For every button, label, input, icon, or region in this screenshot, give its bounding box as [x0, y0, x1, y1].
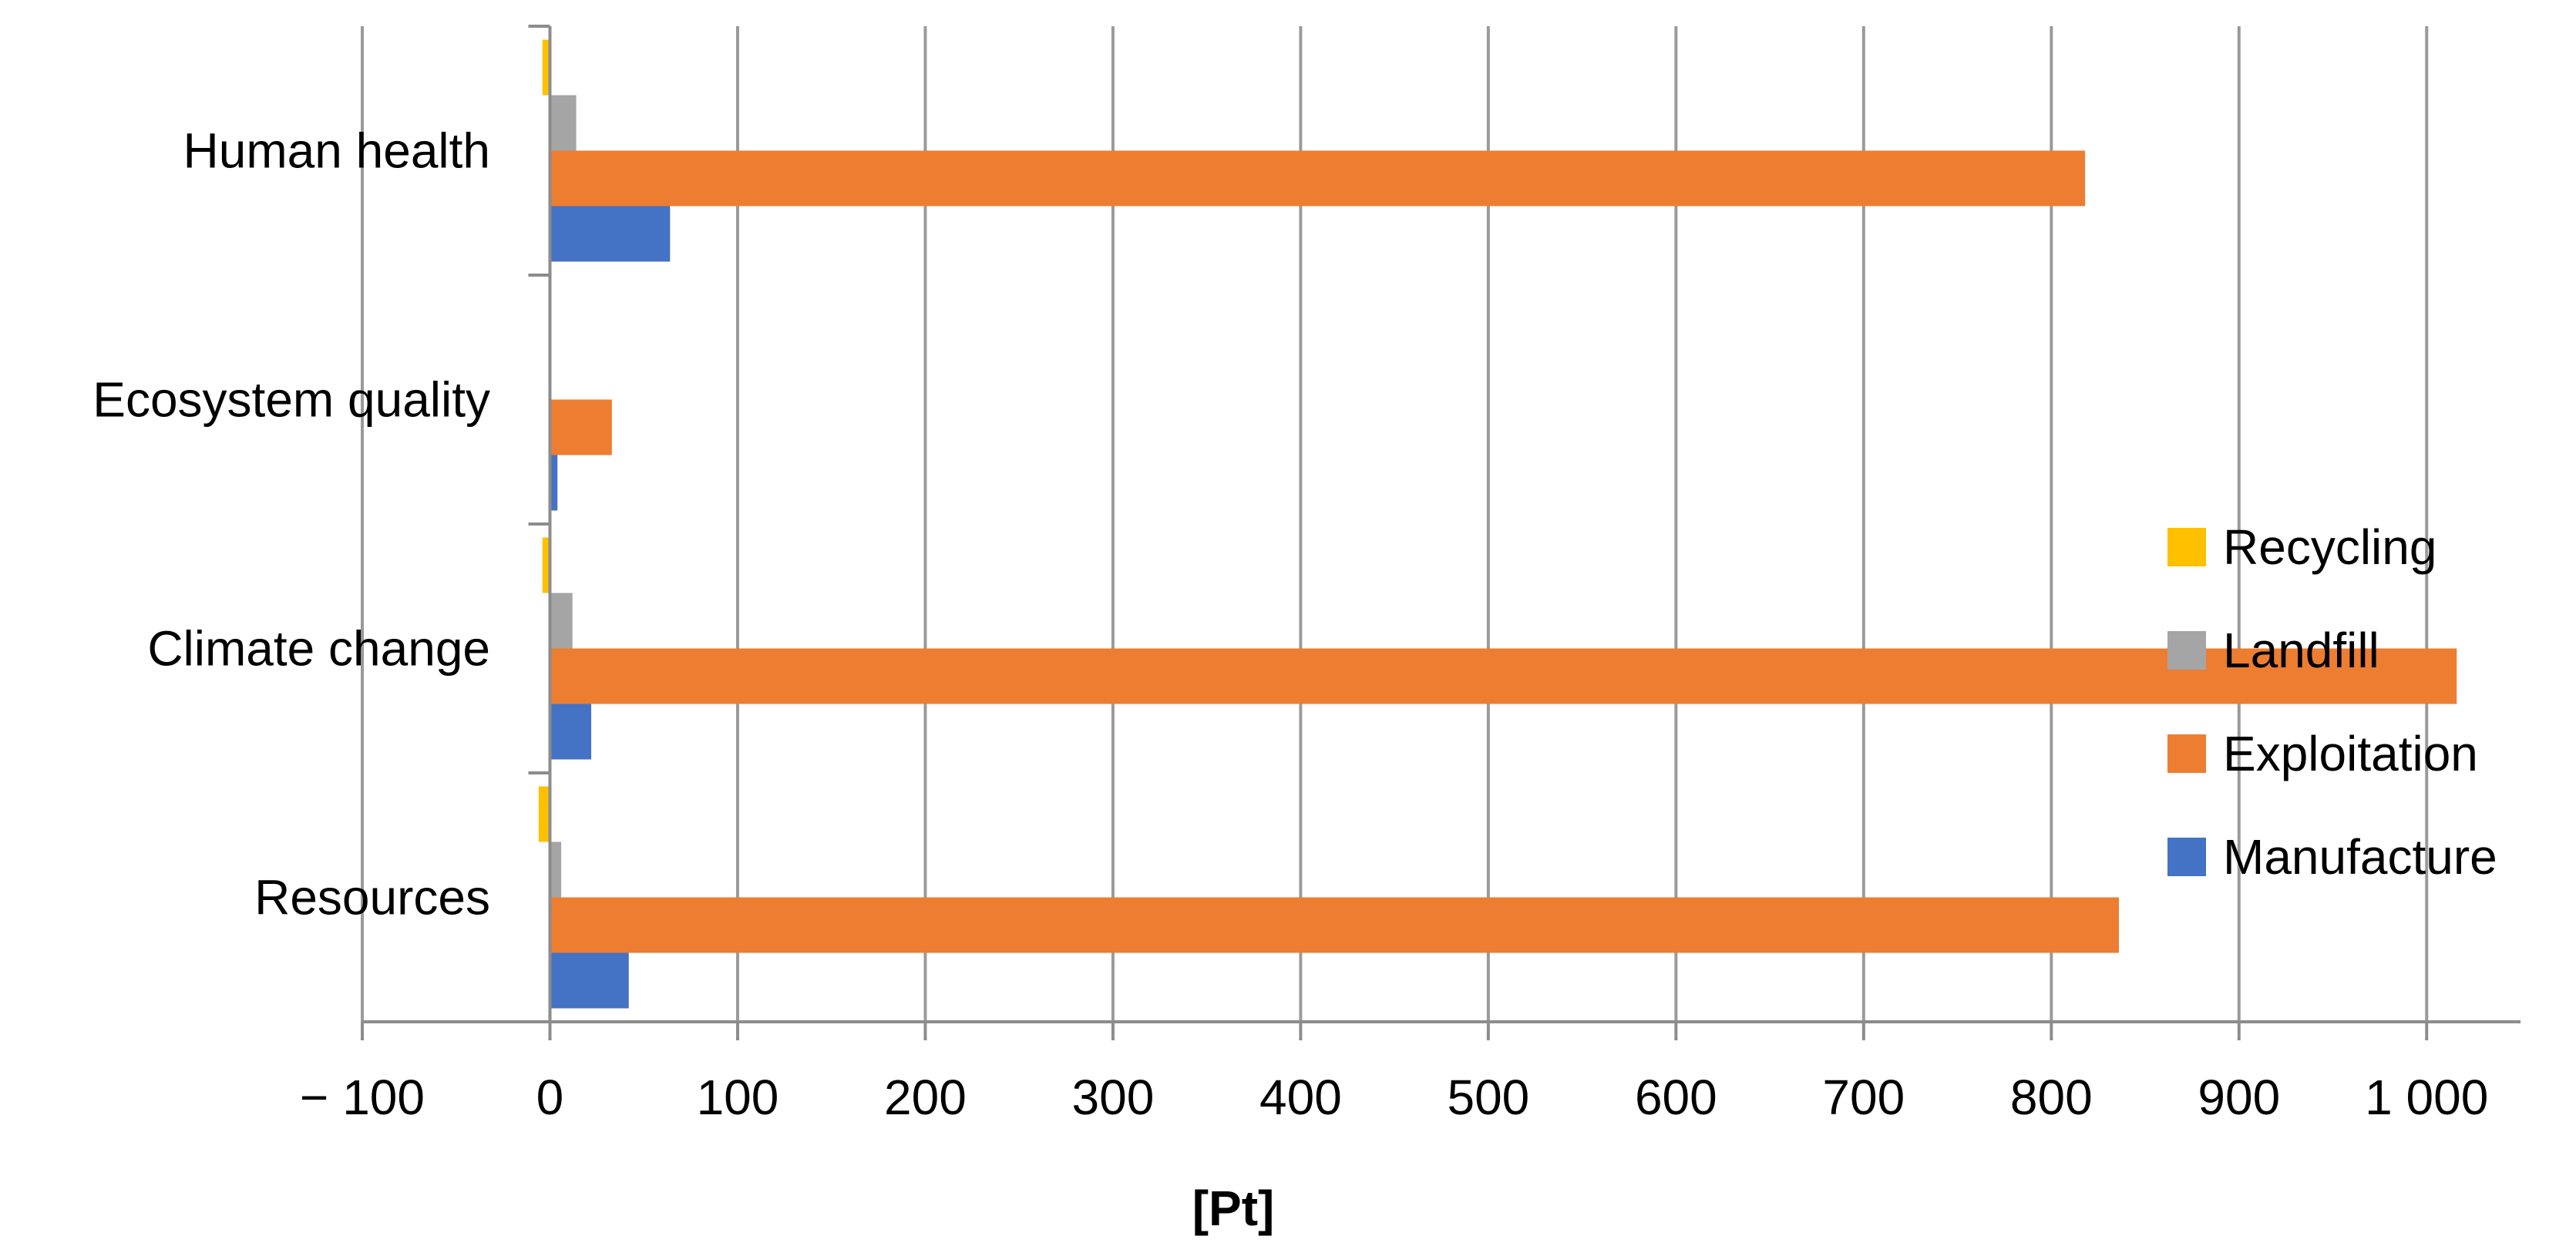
x-tick-label-8: 700 [1822, 1070, 1905, 1125]
legend-label-exploitation: Exploitation [2223, 726, 2478, 781]
x-tick-label-0: − 100 [300, 1070, 425, 1125]
legend-swatch-manufacture [2167, 838, 2206, 876]
category-labels: Resources Climate change Ecosystem quality… [92, 123, 490, 925]
bar-recycling-3 [542, 39, 550, 96]
x-axis-title: [Pt] [1192, 1181, 1275, 1236]
x-tick-label-11: 1 000 [2365, 1070, 2488, 1125]
x-tick-label-10: 900 [2198, 1070, 2280, 1125]
x-tick-label-7: 600 [1635, 1070, 1717, 1125]
bars [538, 39, 2457, 1009]
x-tick-label-6: 500 [1447, 1070, 1529, 1125]
bar-recycling-0 [538, 786, 550, 842]
bar-exploitation-1 [550, 648, 2457, 704]
x-tick-label-4: 300 [1072, 1070, 1155, 1125]
bar-manufacture-2 [550, 455, 558, 511]
legend-label-manufacture: Manufacture [2223, 829, 2497, 885]
x-tick-labels: − 100 0 100 200 300 400 500 600 700 800 900 1 000 [300, 1070, 2488, 1125]
category-label-0: Resources [254, 870, 490, 925]
legend-swatch-recycling [2167, 528, 2206, 566]
x-tick-label-5: 400 [1259, 1070, 1342, 1125]
category-label-2: Ecosystem quality [92, 372, 490, 428]
bar-manufacture-3 [550, 206, 671, 262]
legend-swatch-landfill [2167, 631, 2206, 670]
x-tick-label-1: 0 [536, 1070, 564, 1125]
legend-swatch-exploitation [2167, 734, 2206, 773]
bar-landfill-1 [550, 593, 573, 649]
bar-recycling-1 [542, 537, 550, 593]
bar-manufacture-0 [550, 952, 629, 1009]
x-tick-label-9: 800 [2010, 1070, 2093, 1125]
bar-landfill-0 [550, 841, 562, 898]
bar-exploitation-0 [550, 897, 2119, 953]
x-tick-label-2: 100 [697, 1070, 779, 1125]
x-tick-label-3: 200 [884, 1070, 967, 1125]
category-label-1: Climate change [147, 621, 490, 677]
bar-exploitation-3 [550, 150, 2086, 207]
bar-landfill-3 [550, 95, 577, 151]
category-label-3: Human health [183, 123, 490, 179]
legend-label-recycling: Recycling [2223, 519, 2436, 575]
bar-manufacture-1 [550, 704, 592, 760]
legend: Recycling Landfill Exploitation Manufacture [2167, 519, 2497, 885]
legend-label-landfill: Landfill [2223, 623, 2379, 678]
axes [361, 25, 2521, 1040]
bar-exploitation-2 [550, 399, 612, 455]
